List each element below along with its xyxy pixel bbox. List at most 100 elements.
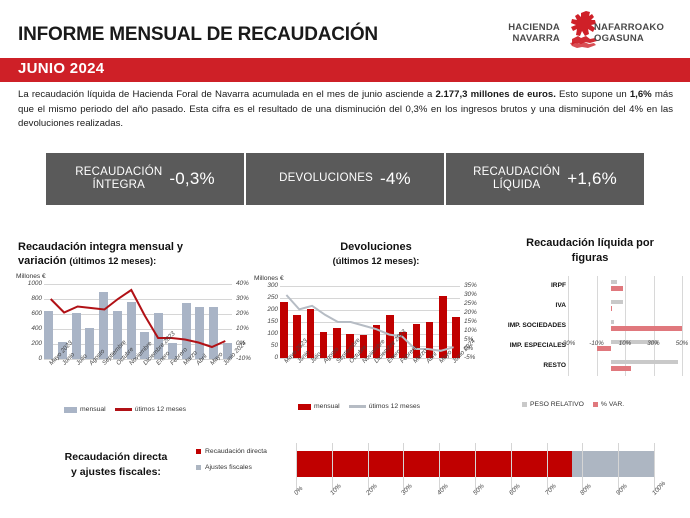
y2-axis-tick: 40% xyxy=(236,280,249,287)
gridline xyxy=(568,276,569,376)
bar xyxy=(610,326,682,331)
bar xyxy=(222,342,232,359)
bar xyxy=(610,286,623,291)
bar xyxy=(181,303,191,359)
legend-swatch-line-icon xyxy=(348,405,366,408)
y2-axis-tick: 10% xyxy=(236,325,249,332)
stacked-bar xyxy=(296,443,655,491)
chart-subtitle: (últimos 12 meses): xyxy=(332,256,420,266)
chart-title-line1: Recaudación directa xyxy=(64,451,168,463)
y-axis-tick: 100 xyxy=(267,330,278,337)
bar-series xyxy=(44,284,232,359)
gridline xyxy=(280,298,460,299)
bar xyxy=(333,328,341,358)
chart-title: Recaudación directa y ajustes fiscales: xyxy=(36,450,196,480)
chart-devoluciones: Devoluciones (últimos 12 meses): Millone… xyxy=(252,240,500,420)
line-series xyxy=(49,288,226,349)
bar xyxy=(386,314,394,358)
bar xyxy=(412,324,421,358)
bar xyxy=(610,339,658,345)
gridline xyxy=(596,276,598,376)
legend-label: PESO RELATIVO xyxy=(530,401,584,408)
y2-axis-tick: 0% xyxy=(464,345,474,352)
gridline xyxy=(280,346,460,347)
legend-item-mensual: mensual xyxy=(298,403,340,410)
gridline xyxy=(331,443,333,491)
x-axis-tick: 30% xyxy=(647,340,660,347)
page-title: INFORME MENSUAL DE RECAUDACIÓN xyxy=(18,24,378,45)
bar-row: IVA xyxy=(492,296,688,316)
intro-highlight-pct: 1,6% xyxy=(629,89,652,100)
intro-paragraph: La recaudación líquida de Hacienda Foral… xyxy=(18,88,673,132)
bar xyxy=(85,327,95,359)
gridline xyxy=(44,359,232,360)
chart-title: Recaudación líquida por figuras xyxy=(492,236,688,265)
bar-track xyxy=(568,316,682,336)
hacienda-navarra-logo: HACIENDA NAVARRA NAFARROAKO OGASUNA xyxy=(480,8,680,52)
gridline xyxy=(280,286,460,287)
bar-row: RESTO xyxy=(492,356,688,376)
bar xyxy=(425,321,434,358)
gridline xyxy=(546,443,548,491)
line-series xyxy=(285,294,454,352)
bar-track xyxy=(568,336,682,356)
gridline xyxy=(682,276,683,376)
kpi-label: RECAUDACIÓN LÍQUIDA xyxy=(473,166,560,193)
gridline xyxy=(510,443,512,491)
y2-axis-tick: 30% xyxy=(464,291,477,298)
bar xyxy=(452,317,460,358)
kpi-label-line2: LÍQUIDA xyxy=(492,179,541,191)
legend-swatch-icon xyxy=(592,402,598,407)
bar xyxy=(610,319,615,325)
bar xyxy=(610,366,631,371)
y-axis-tick: 0 xyxy=(274,354,278,361)
gridline xyxy=(44,344,232,345)
y-axis-tick: 150 xyxy=(267,318,278,325)
legend-item-ajustes-fiscales: Ajustes fiscales xyxy=(196,464,296,471)
logo-text-left-line1: HACIENDA xyxy=(508,22,560,33)
stacked-bar-track xyxy=(296,451,654,477)
y2-axis-tick: 20% xyxy=(464,309,477,316)
x-axis-tick: 10% xyxy=(618,340,632,347)
legend-label: % VAR. xyxy=(600,401,625,408)
gridline xyxy=(403,443,405,491)
chart-legend: mensual útimos 12 meses xyxy=(298,403,420,410)
gridline xyxy=(44,284,232,285)
bar xyxy=(359,334,368,358)
bar xyxy=(372,324,381,358)
bar xyxy=(280,302,288,358)
legend-item-ultimos12: útimos 12 meses xyxy=(348,403,420,410)
y-axis-unit: Millones € xyxy=(254,275,284,282)
y-axis-tick: 250 xyxy=(267,294,278,301)
bar xyxy=(140,332,150,359)
bar xyxy=(57,341,67,359)
y2-axis-tick: -10% xyxy=(236,355,251,362)
legend-item-ultimos12: útimos 12 meses xyxy=(114,406,186,413)
gridline xyxy=(296,443,297,491)
legend-swatch-icon xyxy=(196,449,201,454)
gridline xyxy=(44,299,232,300)
bar-row: IMP. ESPECIALES xyxy=(492,336,688,356)
bar xyxy=(209,306,219,359)
x-axis-labels: -30% -10% 10% 30% 50% xyxy=(561,340,688,352)
bar-track xyxy=(568,276,682,296)
bar xyxy=(346,334,354,358)
chart-title-line2: y ajustes fiscales: xyxy=(71,466,161,478)
y2-axis-tick: 30% xyxy=(236,295,249,302)
y-axis-tick: 200 xyxy=(267,306,278,313)
chart-recaudacion-integra: Recaudación integra mensual y variación … xyxy=(8,240,280,420)
bar xyxy=(399,332,407,358)
kpi-label-line1: DEVOLUCIONES xyxy=(279,172,373,185)
legend-item-var: % VAR. xyxy=(592,401,625,408)
logo-text-left-line2: NAVARRA xyxy=(512,33,560,44)
intro-text-1: La recaudación líquida de Hacienda Foral… xyxy=(18,89,436,100)
legend-swatch-bar-icon xyxy=(298,403,311,410)
bar xyxy=(99,292,109,359)
gridline xyxy=(280,334,460,335)
y-axis-tick: 800 xyxy=(31,295,42,302)
chart-title: Devoluciones (últimos 12 meses): xyxy=(252,240,500,268)
plot-area xyxy=(280,286,460,359)
legend-swatch-icon xyxy=(196,465,201,470)
y-axis-tick: 50 xyxy=(270,342,278,349)
chart-title-line1: Devoluciones xyxy=(340,241,412,253)
